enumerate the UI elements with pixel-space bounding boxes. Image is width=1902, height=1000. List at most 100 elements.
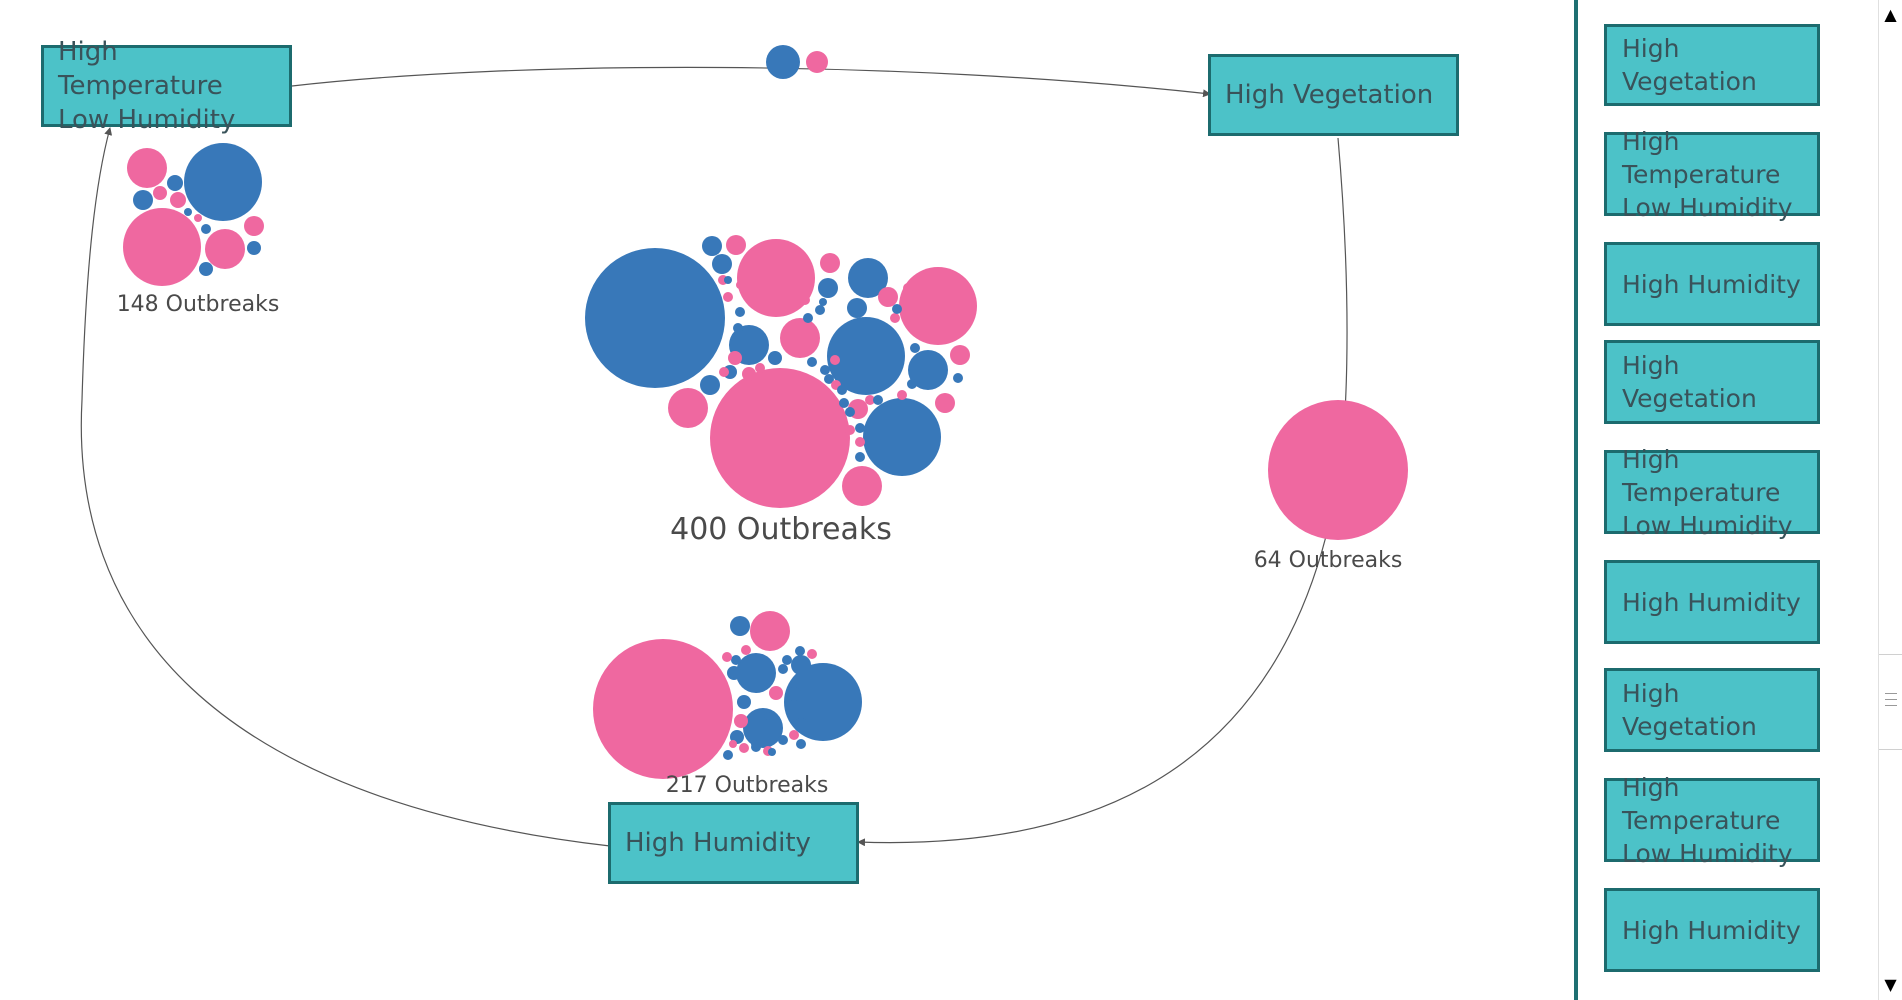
outbreak-bubble (892, 304, 902, 314)
outbreak-bubble (205, 229, 245, 269)
outbreak-bubble (244, 216, 264, 236)
outbreak-bubble (890, 313, 900, 323)
outbreak-bubble (847, 298, 867, 318)
outbreak-bubble (722, 652, 732, 662)
outbreak-bubble (724, 276, 732, 284)
outbreak-bubble (730, 616, 750, 636)
sequence-item[interactable]: High Temperature Low Humidity (1604, 445, 1820, 540)
outbreak-bubble (668, 388, 708, 428)
outbreak-bubble (778, 664, 788, 674)
outbreak-bubble (827, 317, 905, 395)
outbreak-bubble (170, 192, 186, 208)
outbreak-bubble (737, 239, 815, 317)
sidebar-scrollbar[interactable]: ▲ ▼ (1878, 0, 1902, 1000)
edge-hh-to-hthl (80, 127, 611, 847)
outbreak-bubble (953, 373, 963, 383)
sequence-item[interactable]: High Vegetation (1604, 24, 1820, 106)
diagram-svg (80, 45, 1408, 847)
sequence-sidebar: High Vegetation High Temperature Low Hum… (1578, 0, 1878, 1000)
outbreak-count-hh: 217 Outbreaks (665, 773, 829, 798)
outbreak-bubble (897, 390, 907, 400)
outbreak-bubble (878, 287, 898, 307)
outbreak-bubble (764, 712, 772, 720)
sequence-item[interactable]: High Vegetation (1604, 340, 1820, 424)
scroll-down-icon[interactable]: ▼ (1879, 970, 1902, 1000)
outbreak-bubble (585, 248, 725, 388)
outbreak-bubble (820, 253, 840, 273)
outbreak-bubble (824, 374, 834, 384)
outbreak-bubble (778, 735, 788, 745)
outbreak-bubble (830, 355, 840, 365)
outbreak-bubble (700, 375, 720, 395)
outbreak-bubble (743, 708, 783, 748)
edge-hv-to-hh (857, 137, 1348, 847)
sequence-item[interactable]: High Humidity (1604, 242, 1820, 326)
outbreak-bubble (728, 351, 742, 365)
outbreak-bubble (742, 367, 756, 381)
outbreak-bubble (712, 254, 732, 274)
state-box-high-temperature-low-humidity[interactable]: High Temperature Low Humidity (41, 37, 292, 135)
sequence-item[interactable]: High Humidity (1604, 560, 1820, 644)
outbreak-bubble (719, 367, 729, 377)
diagram-canvas: High Temperature Low Humidity High Veget… (41, 37, 1459, 884)
state-box-high-humidity[interactable]: High Humidity (608, 802, 859, 884)
outbreak-bubble (855, 452, 865, 462)
sequence-item[interactable]: High Temperature Low Humidity (1604, 773, 1820, 868)
outbreak-bubble (733, 323, 743, 333)
outbreak-bubble (848, 258, 888, 298)
outbreak-bubble (795, 646, 805, 656)
outbreak-bubble (787, 687, 801, 701)
scroll-up-icon[interactable]: ▲ (1879, 0, 1902, 30)
outbreak-bubble (842, 466, 882, 506)
outbreak-bubble (845, 407, 855, 417)
outbreak-bubble (789, 730, 799, 740)
outbreak-bubble (751, 740, 759, 748)
state-box-high-vegetation[interactable]: High Vegetation (1208, 54, 1459, 136)
outbreak-bubble (908, 350, 948, 390)
outbreak-bubble (855, 423, 865, 433)
sequence-item[interactable]: High Vegetation (1604, 668, 1820, 752)
outbreak-bubble (710, 368, 850, 508)
outbreak-bubble (734, 714, 748, 728)
outbreak-bubble (201, 224, 211, 234)
outbreak-bubble (837, 385, 847, 395)
outbreak-bubble (593, 639, 733, 779)
outbreak-bubble (800, 295, 810, 305)
outbreak-bubble (768, 748, 776, 756)
outbreak-bubble (803, 313, 813, 323)
outbreak-bubble (820, 365, 830, 375)
bubble-layer (123, 45, 1408, 779)
outbreak-bubble (736, 281, 744, 289)
outbreak-bubble (735, 307, 745, 317)
outbreak-bubble (739, 743, 749, 753)
outbreak-bubble (865, 395, 875, 405)
outbreak-bubble (123, 208, 201, 286)
edge-hthl-to-hv (291, 66, 1211, 98)
outbreak-bubble (863, 398, 941, 476)
outbreak-bubble (782, 655, 792, 665)
outbreak-bubble (794, 718, 808, 732)
outbreak-bubble (741, 645, 751, 655)
scrollbar-thumb[interactable] (1879, 654, 1902, 750)
outbreak-bubble (899, 267, 977, 345)
outbreak-bubble (184, 143, 262, 221)
outbreak-bubble (729, 740, 737, 748)
outbreak-bubble (818, 278, 838, 298)
outbreak-bubble (807, 649, 817, 659)
outbreak-bubble (935, 393, 955, 413)
outbreak-bubble (726, 235, 746, 255)
grip-icon (1885, 693, 1897, 707)
outbreak-count-center: 400 Outbreaks (670, 512, 892, 547)
outbreak-bubble (807, 357, 817, 367)
outbreak-bubble (737, 695, 751, 709)
outbreak-bubble (769, 686, 783, 700)
outbreak-bubble (247, 241, 261, 255)
outbreak-bubble (873, 395, 883, 405)
outbreak-bubble (702, 236, 722, 256)
outbreak-bubble (755, 363, 765, 373)
outbreak-bubble (1268, 400, 1408, 540)
outbreak-bubble (819, 298, 827, 306)
outbreak-bubble (723, 292, 733, 302)
sequence-item[interactable]: High Temperature Low Humidity (1604, 127, 1820, 222)
sequence-item[interactable]: High Humidity (1604, 888, 1820, 972)
